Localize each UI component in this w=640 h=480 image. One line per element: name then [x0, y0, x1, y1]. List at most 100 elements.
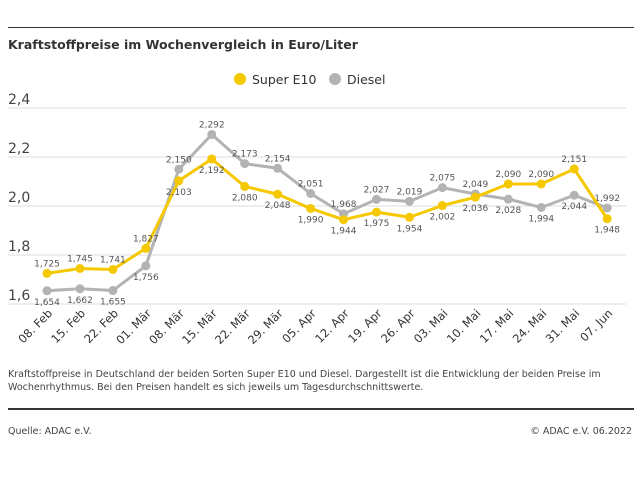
data-label: 2,090	[495, 170, 521, 180]
y-tick-label: 2,0	[8, 190, 30, 206]
data-label: 1,756	[133, 273, 159, 283]
data-label: 1,654	[34, 298, 60, 308]
source-text: Quelle: ADAC e.V.	[8, 426, 92, 437]
x-tick-label: 12. Apr	[312, 306, 352, 346]
x-tick-label: 07. Jun	[577, 306, 615, 344]
data-label: 2,173	[232, 150, 258, 160]
data-label: 1,655	[100, 298, 126, 308]
data-label: 2,080	[232, 193, 258, 203]
data-point	[437, 201, 447, 211]
data-label: 2,090	[528, 170, 554, 180]
data-label: 1,741	[100, 255, 126, 265]
data-label: 2,049	[462, 180, 488, 190]
data-label: 1,992	[594, 194, 620, 204]
data-point	[174, 164, 184, 174]
x-tick-label: 19. Apr	[345, 306, 385, 346]
data-label: 1,975	[364, 219, 390, 229]
data-point	[470, 192, 480, 202]
data-point	[141, 261, 151, 271]
chart-title: Kraftstoffpreise im Wochenvergleich in E…	[8, 37, 358, 52]
data-label: 2,028	[495, 206, 521, 216]
data-point	[207, 129, 217, 139]
y-tick-label: 2,4	[8, 92, 30, 108]
data-label: 2,192	[199, 166, 225, 176]
data-point	[404, 212, 414, 222]
data-point	[602, 203, 612, 213]
data-label: 2,048	[265, 201, 291, 211]
data-point	[503, 194, 513, 204]
x-tick-label: 05. Apr	[279, 306, 319, 346]
data-point	[42, 286, 52, 296]
data-label: 1,662	[67, 296, 93, 306]
data-label: 1,745	[67, 254, 93, 264]
data-label: 2,151	[561, 155, 587, 165]
data-point	[174, 176, 184, 186]
data-label: 1,827	[133, 234, 159, 244]
data-point	[141, 243, 151, 253]
legend-label: Diesel	[347, 72, 385, 87]
data-label: 1,954	[397, 224, 423, 234]
x-tick-label: 03. Mai	[411, 306, 451, 346]
data-label: 2,292	[199, 120, 225, 130]
x-tick-label: 15. Mär	[179, 306, 220, 347]
x-tick-label: 29. Mär	[245, 306, 286, 347]
x-tick-label: 31. Mai	[543, 306, 583, 346]
data-label: 2,150	[166, 155, 192, 165]
x-tick-label: 22. Mär	[212, 306, 253, 347]
data-point	[503, 179, 513, 189]
series-line	[46, 132, 608, 293]
data-point	[240, 159, 250, 169]
data-point	[273, 163, 283, 173]
series-line	[46, 157, 609, 275]
data-point	[536, 179, 546, 189]
data-point	[42, 268, 52, 278]
data-point	[536, 202, 546, 212]
data-point	[108, 286, 118, 296]
x-tick-label: 10. Mai	[444, 306, 484, 346]
x-tick-label: 08. Mär	[146, 306, 187, 347]
data-label: 2,002	[430, 213, 456, 223]
x-tick-label: 24. Mai	[510, 306, 550, 346]
data-label: 1,990	[298, 215, 324, 225]
data-point	[108, 264, 118, 274]
data-point	[569, 164, 579, 174]
data-point	[437, 183, 447, 193]
data-label: 1,725	[34, 259, 60, 269]
data-label: 2,044	[561, 202, 587, 212]
data-point	[207, 154, 217, 164]
data-point	[569, 190, 579, 200]
y-tick-label: 1,6	[8, 288, 30, 304]
legend-marker	[234, 73, 246, 85]
data-label: 2,075	[430, 174, 456, 184]
x-tick-label: 17. Mai	[477, 306, 517, 346]
y-tick-label: 1,8	[8, 239, 30, 255]
y-tick-label: 2,2	[8, 141, 30, 157]
data-label: 2,051	[298, 180, 324, 190]
data-point	[306, 189, 316, 199]
data-point	[339, 215, 349, 225]
data-label: 2,019	[397, 187, 423, 197]
legend-label: Super E10	[252, 72, 316, 87]
data-label: 2,027	[364, 185, 390, 195]
data-point	[372, 207, 381, 217]
copyright-text: © ADAC e.V. 06.2022	[530, 426, 632, 437]
data-point	[602, 214, 612, 224]
data-point	[273, 189, 283, 199]
data-label: 2,154	[265, 154, 291, 164]
data-point	[75, 284, 85, 294]
x-tick-label: 01. Mär	[113, 306, 154, 347]
data-label: 1,948	[594, 226, 620, 236]
x-tick-label: 08. Feb	[15, 306, 55, 346]
top-divider	[8, 27, 634, 28]
data-point	[75, 263, 85, 273]
data-label: 1,944	[331, 227, 357, 237]
data-point	[372, 194, 381, 204]
x-tick-label: 26. Apr	[378, 306, 418, 346]
chart-caption: Kraftstoffpreise in Deutschland der beid…	[8, 369, 601, 393]
footer-divider	[8, 408, 634, 410]
data-label: 2,036	[462, 204, 488, 214]
data-label: 1,968	[331, 200, 357, 210]
x-tick-label: 15. Feb	[48, 306, 88, 346]
legend-marker	[329, 73, 341, 85]
